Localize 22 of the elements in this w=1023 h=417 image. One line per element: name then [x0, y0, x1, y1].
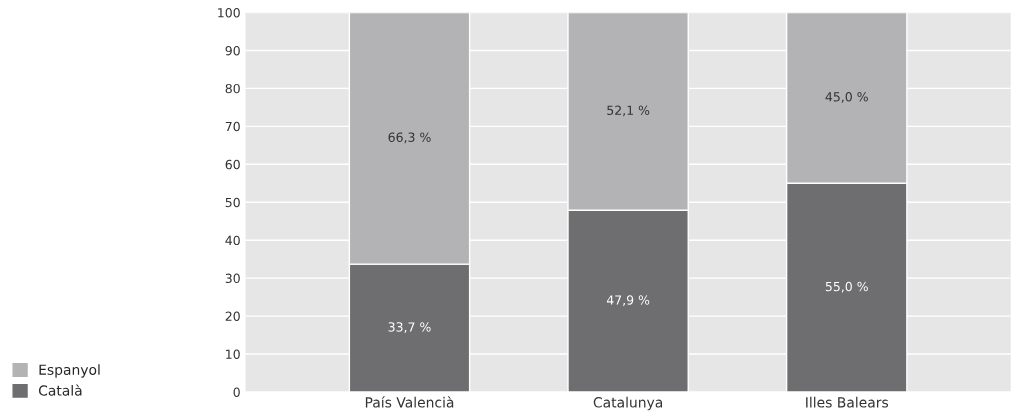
y-tick-label: 70	[225, 121, 240, 132]
data-label: 52,1 %	[607, 105, 650, 117]
x-tick-label: País Valencià	[365, 396, 454, 408]
legend-label: Espanyol	[39, 364, 100, 378]
x-tick-label: Illes Balears	[806, 396, 889, 408]
y-tick-label: 60	[225, 159, 240, 170]
y-tick-label: 40	[225, 235, 240, 246]
y-tick-label: 10	[226, 349, 240, 359]
data-label: 33,7 %	[388, 322, 431, 333]
data-label: 55,0 %	[825, 281, 868, 293]
y-tick-label: 0	[233, 387, 240, 397]
x-tick-label: Catalunya	[593, 396, 663, 411]
y-tick-label: 100	[218, 7, 240, 18]
y-tick-label: 30	[225, 273, 240, 284]
data-label: 47,9 %	[606, 295, 650, 306]
data-label: 66,3 %	[388, 132, 431, 144]
y-tick-label: 90	[225, 45, 240, 56]
y-tick-label: 50	[225, 197, 240, 208]
legend-label: Català	[38, 384, 82, 396]
data-label: 45,0 %	[825, 92, 868, 103]
y-tick-label: 80	[225, 83, 240, 94]
y-tick-label: 20	[225, 311, 240, 322]
